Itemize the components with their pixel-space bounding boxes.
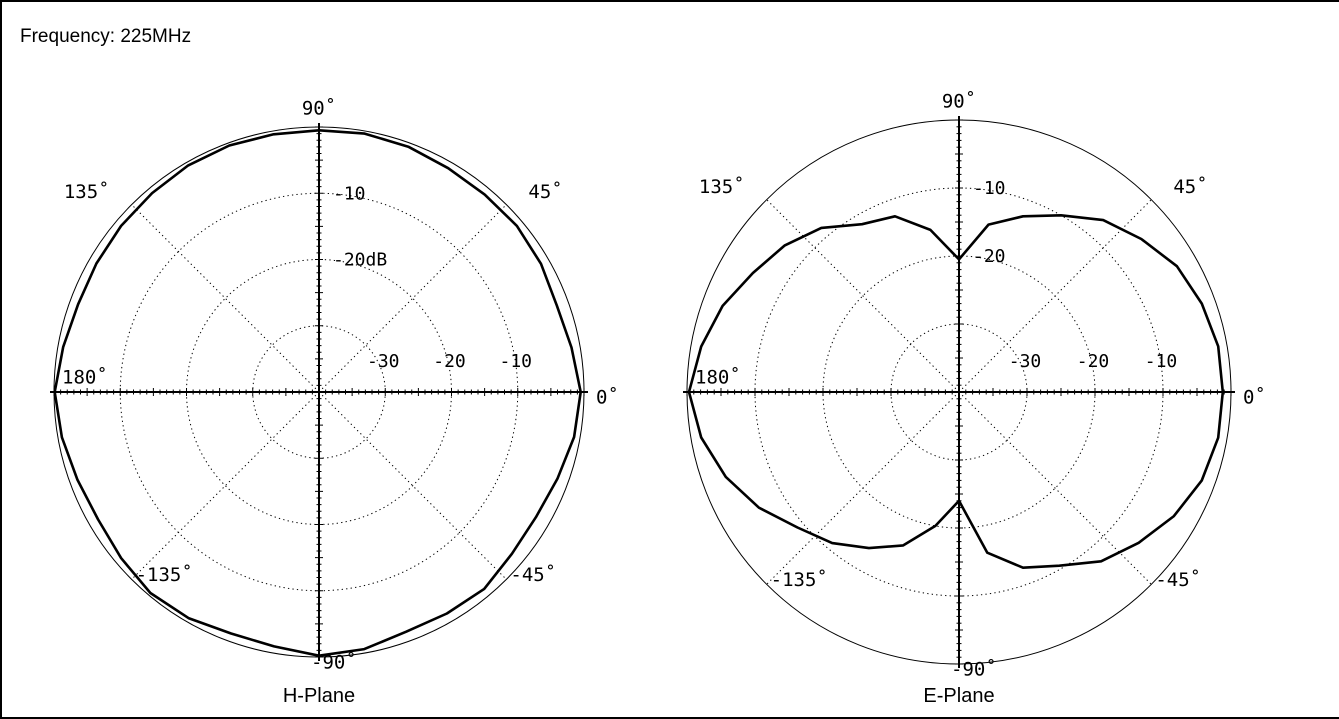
e-plane-ring-label-horizontal: -20 — [1077, 351, 1110, 372]
e-plane-angle-label: 45˚ — [1173, 176, 1207, 198]
e-plane-radial-315 — [958, 391, 1152, 585]
e-plane-angle-label: 180˚ — [695, 367, 741, 389]
h-plane-ring-label-vertical: -10 — [333, 183, 366, 204]
e-plane-polar-plot: 90˚ 45˚ 135˚ 0˚ 180˚ -135˚ -45˚ -90˚ -10 -20 -30 -2… — [683, 91, 1266, 681]
h-plane-polar-plot: 90˚ 45˚ 135˚ 0˚ 180˚ -135˚ -45˚ -90˚ -10 -20dB -30… — [50, 98, 619, 674]
h-plane-ring-label-horizontal: -30 — [367, 351, 400, 372]
e-plane-radial-45 — [958, 199, 1152, 393]
frequency-label: Frequency: 225MHz — [20, 26, 192, 47]
h-plane-ring-label-horizontal: -10 — [499, 351, 532, 372]
e-plane-angle-label: 0˚ — [1243, 387, 1266, 409]
h-plane-radial-315 — [318, 391, 507, 580]
e-plane-ring-label-horizontal: -10 — [1145, 351, 1178, 372]
e-plane-ring-label-vertical: -10 — [973, 178, 1006, 199]
e-plane-angle-label: 90˚ — [942, 91, 976, 113]
e-plane-pattern-trace — [687, 214, 1225, 569]
h-plane-angle-label: -135˚ — [136, 564, 193, 586]
e-plane-angle-label: 135˚ — [699, 176, 745, 198]
h-plane-ring-label-horizontal: -20 — [433, 351, 466, 372]
e-plane-ring-label-vertical: -20 — [973, 246, 1006, 267]
h-plane-radial-135 — [131, 204, 320, 393]
h-plane-pattern-trace — [53, 129, 582, 657]
h-plane-angle-label: 45˚ — [528, 181, 562, 203]
e-plane-angle-label: -45˚ — [1155, 569, 1201, 591]
h-plane-ring-label-vertical: -20dB — [333, 250, 387, 271]
h-plane-angle-label: 0˚ — [596, 387, 619, 409]
h-plane-angle-label: 90˚ — [302, 98, 336, 120]
e-plane-ring-label-horizontal: -30 — [1009, 351, 1042, 372]
h-plane-radial-45 — [318, 204, 507, 393]
e-plane-angle-label: -90˚ — [951, 659, 997, 681]
h-plane-angle-label: 135˚ — [64, 181, 110, 203]
e-plane-angle-label: -135˚ — [771, 569, 828, 591]
h-plane-radial-225 — [131, 391, 320, 580]
e-plane-radial-135 — [766, 199, 960, 393]
h-plane-angle-label: -45˚ — [510, 564, 556, 586]
h-plane-angle-label: 180˚ — [62, 367, 108, 389]
e-plane-title: E-Plane — [923, 685, 995, 707]
e-plane-radial-225 — [766, 391, 960, 585]
h-plane-title: H-Plane — [282, 685, 356, 707]
h-plane-angle-label: -90˚ — [311, 652, 357, 674]
